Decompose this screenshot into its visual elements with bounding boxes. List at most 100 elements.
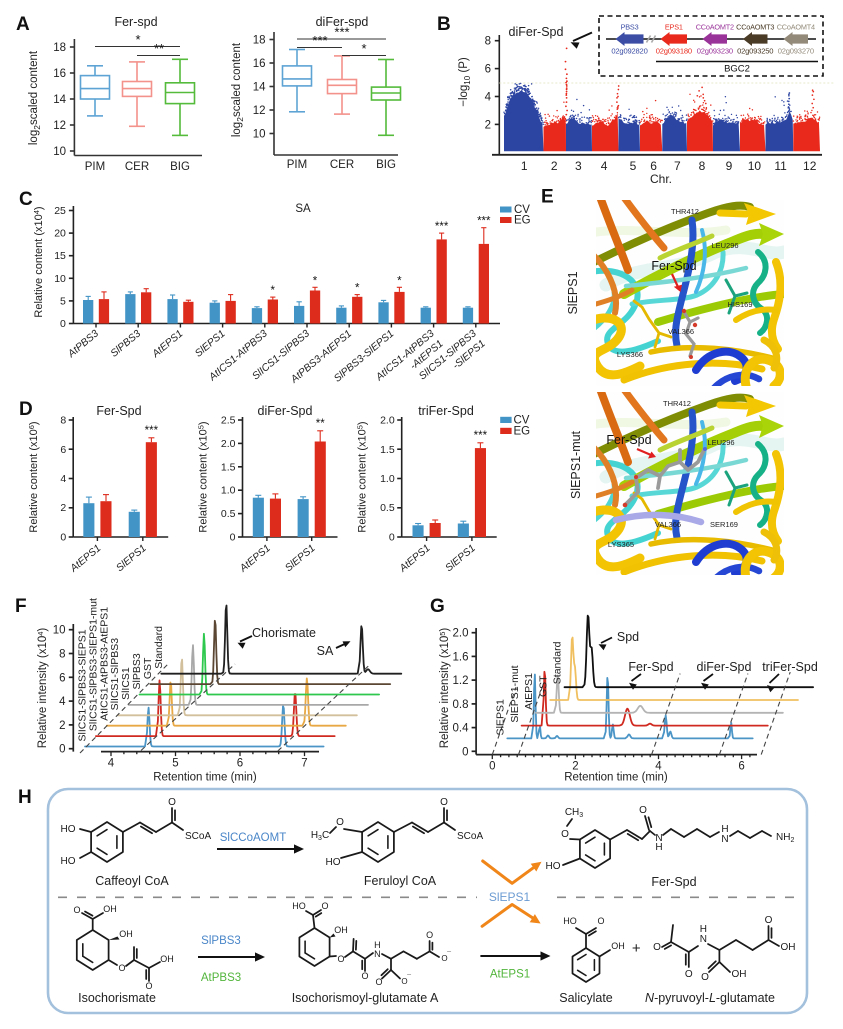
svg-text:O: O xyxy=(440,797,448,808)
svg-text:*: * xyxy=(271,285,276,297)
svg-text:O: O xyxy=(426,930,433,940)
svg-text:***: *** xyxy=(312,33,327,48)
svg-text:8: 8 xyxy=(485,36,491,48)
svg-text:PIM: PIM xyxy=(85,161,105,173)
svg-text:*: * xyxy=(361,41,366,56)
svg-text:**: ** xyxy=(316,418,325,430)
svg-text:1.0: 1.0 xyxy=(221,485,236,497)
svg-text:Retention time (min): Retention time (min) xyxy=(564,772,668,784)
svg-text:triFer-Spd: triFer-Spd xyxy=(762,660,818,674)
svg-text:0: 0 xyxy=(489,761,495,773)
svg-text:OH: OH xyxy=(611,941,625,951)
svg-text:H: H xyxy=(655,842,662,853)
svg-text:O: O xyxy=(561,829,569,840)
svg-text:6: 6 xyxy=(485,64,491,76)
svg-text:HO: HO xyxy=(61,824,76,835)
svg-text:12: 12 xyxy=(253,105,266,117)
svg-text:SlEPS1-mut: SlEPS1-mut xyxy=(569,430,583,499)
svg-text:SlEPS1: SlEPS1 xyxy=(566,271,580,314)
svg-text:02g093230: 02g093230 xyxy=(697,47,733,56)
svg-text:2: 2 xyxy=(551,159,558,173)
svg-text:4: 4 xyxy=(485,92,492,104)
svg-text:AtPBS3: AtPBS3 xyxy=(201,972,241,984)
svg-text:11: 11 xyxy=(774,159,787,173)
svg-text:O: O xyxy=(685,969,693,980)
svg-text:EG: EG xyxy=(514,215,531,227)
svg-text:OH: OH xyxy=(781,942,796,953)
svg-text:LYS366: LYS366 xyxy=(617,350,643,359)
svg-text:***: *** xyxy=(474,430,488,442)
svg-text:1.6: 1.6 xyxy=(453,651,469,663)
svg-text:THR412: THR412 xyxy=(663,399,691,408)
svg-text:O: O xyxy=(701,972,709,983)
svg-text:SCoA: SCoA xyxy=(457,831,483,842)
svg-text:CER: CER xyxy=(125,161,149,173)
svg-text:Feruloyl CoA: Feruloyl CoA xyxy=(364,874,437,888)
svg-text:VAL366: VAL366 xyxy=(655,520,681,529)
svg-text:SCoA: SCoA xyxy=(185,831,211,842)
svg-text:0.8: 0.8 xyxy=(453,699,469,711)
svg-text:CCoAOMT4: CCoAOMT4 xyxy=(777,23,815,32)
svg-text:OH: OH xyxy=(103,904,117,914)
svg-text:CCoAOMT2: CCoAOMT2 xyxy=(696,23,734,32)
svg-text:***: *** xyxy=(145,425,159,437)
svg-text:12: 12 xyxy=(803,159,817,173)
svg-text:18: 18 xyxy=(53,42,66,54)
svg-text:5: 5 xyxy=(172,758,178,770)
svg-text:1.0: 1.0 xyxy=(380,473,395,485)
svg-text:10: 10 xyxy=(53,625,66,637)
svg-text:20: 20 xyxy=(54,228,66,240)
svg-text:02g092820: 02g092820 xyxy=(611,47,647,56)
svg-text:7: 7 xyxy=(674,159,681,173)
svg-text:OH: OH xyxy=(119,929,133,939)
svg-text:***: *** xyxy=(435,221,449,233)
svg-text:10: 10 xyxy=(748,159,762,173)
svg-text:SER169: SER169 xyxy=(710,520,738,529)
svg-text:2: 2 xyxy=(59,720,65,732)
svg-text:LEU296: LEU296 xyxy=(707,438,734,447)
svg-text:0: 0 xyxy=(389,532,395,544)
svg-text:8: 8 xyxy=(59,649,65,661)
svg-text:Retention time (min): Retention time (min) xyxy=(153,772,257,784)
svg-text:diFer-Spd: diFer-Spd xyxy=(258,404,313,418)
svg-text:O: O xyxy=(73,905,80,915)
svg-text:O: O xyxy=(118,963,125,973)
svg-text:*: * xyxy=(397,275,402,287)
svg-text:O: O xyxy=(337,954,344,964)
svg-text:4: 4 xyxy=(108,758,115,770)
svg-text:diFer-Spd: diFer-Spd xyxy=(509,25,564,39)
svg-text:SlEPS1-mut: SlEPS1-mut xyxy=(509,665,521,722)
svg-text:SlEPS1: SlEPS1 xyxy=(495,699,507,735)
svg-text:4: 4 xyxy=(60,473,66,485)
svg-text:HO: HO xyxy=(546,861,561,872)
svg-text:OH: OH xyxy=(160,954,174,964)
svg-text:BIG: BIG xyxy=(170,161,190,173)
svg-text:O: O xyxy=(336,817,344,828)
svg-text:SA: SA xyxy=(317,644,334,658)
svg-text:16: 16 xyxy=(53,68,66,80)
svg-text:H: H xyxy=(18,787,32,808)
svg-text:Salicylate: Salicylate xyxy=(559,991,613,1005)
svg-text:PIM: PIM xyxy=(287,159,307,171)
svg-text:O: O xyxy=(653,942,661,953)
svg-text:4: 4 xyxy=(601,159,608,173)
svg-text:HO: HO xyxy=(326,857,341,868)
svg-text:2.0: 2.0 xyxy=(221,438,236,450)
svg-text:9: 9 xyxy=(726,159,733,173)
svg-text:BIG: BIG xyxy=(376,159,396,171)
svg-text:0: 0 xyxy=(462,746,468,758)
svg-text:O: O xyxy=(639,805,647,816)
svg-text:Relative content (x104): Relative content (x104) xyxy=(32,206,45,317)
svg-text:diFer-spd: diFer-spd xyxy=(316,15,369,29)
svg-text:OH: OH xyxy=(732,969,747,980)
svg-text:E: E xyxy=(541,187,554,208)
svg-text:2.0: 2.0 xyxy=(380,415,395,427)
svg-text:10: 10 xyxy=(53,146,66,158)
svg-text:0.4: 0.4 xyxy=(453,723,470,735)
svg-text:1.5: 1.5 xyxy=(221,461,236,473)
svg-text:PBS3: PBS3 xyxy=(621,23,639,32)
svg-text:3: 3 xyxy=(575,159,582,173)
svg-text:2.5: 2.5 xyxy=(221,415,236,427)
svg-text:AtEPS1: AtEPS1 xyxy=(490,969,530,981)
svg-text:LEU296: LEU296 xyxy=(711,241,738,250)
